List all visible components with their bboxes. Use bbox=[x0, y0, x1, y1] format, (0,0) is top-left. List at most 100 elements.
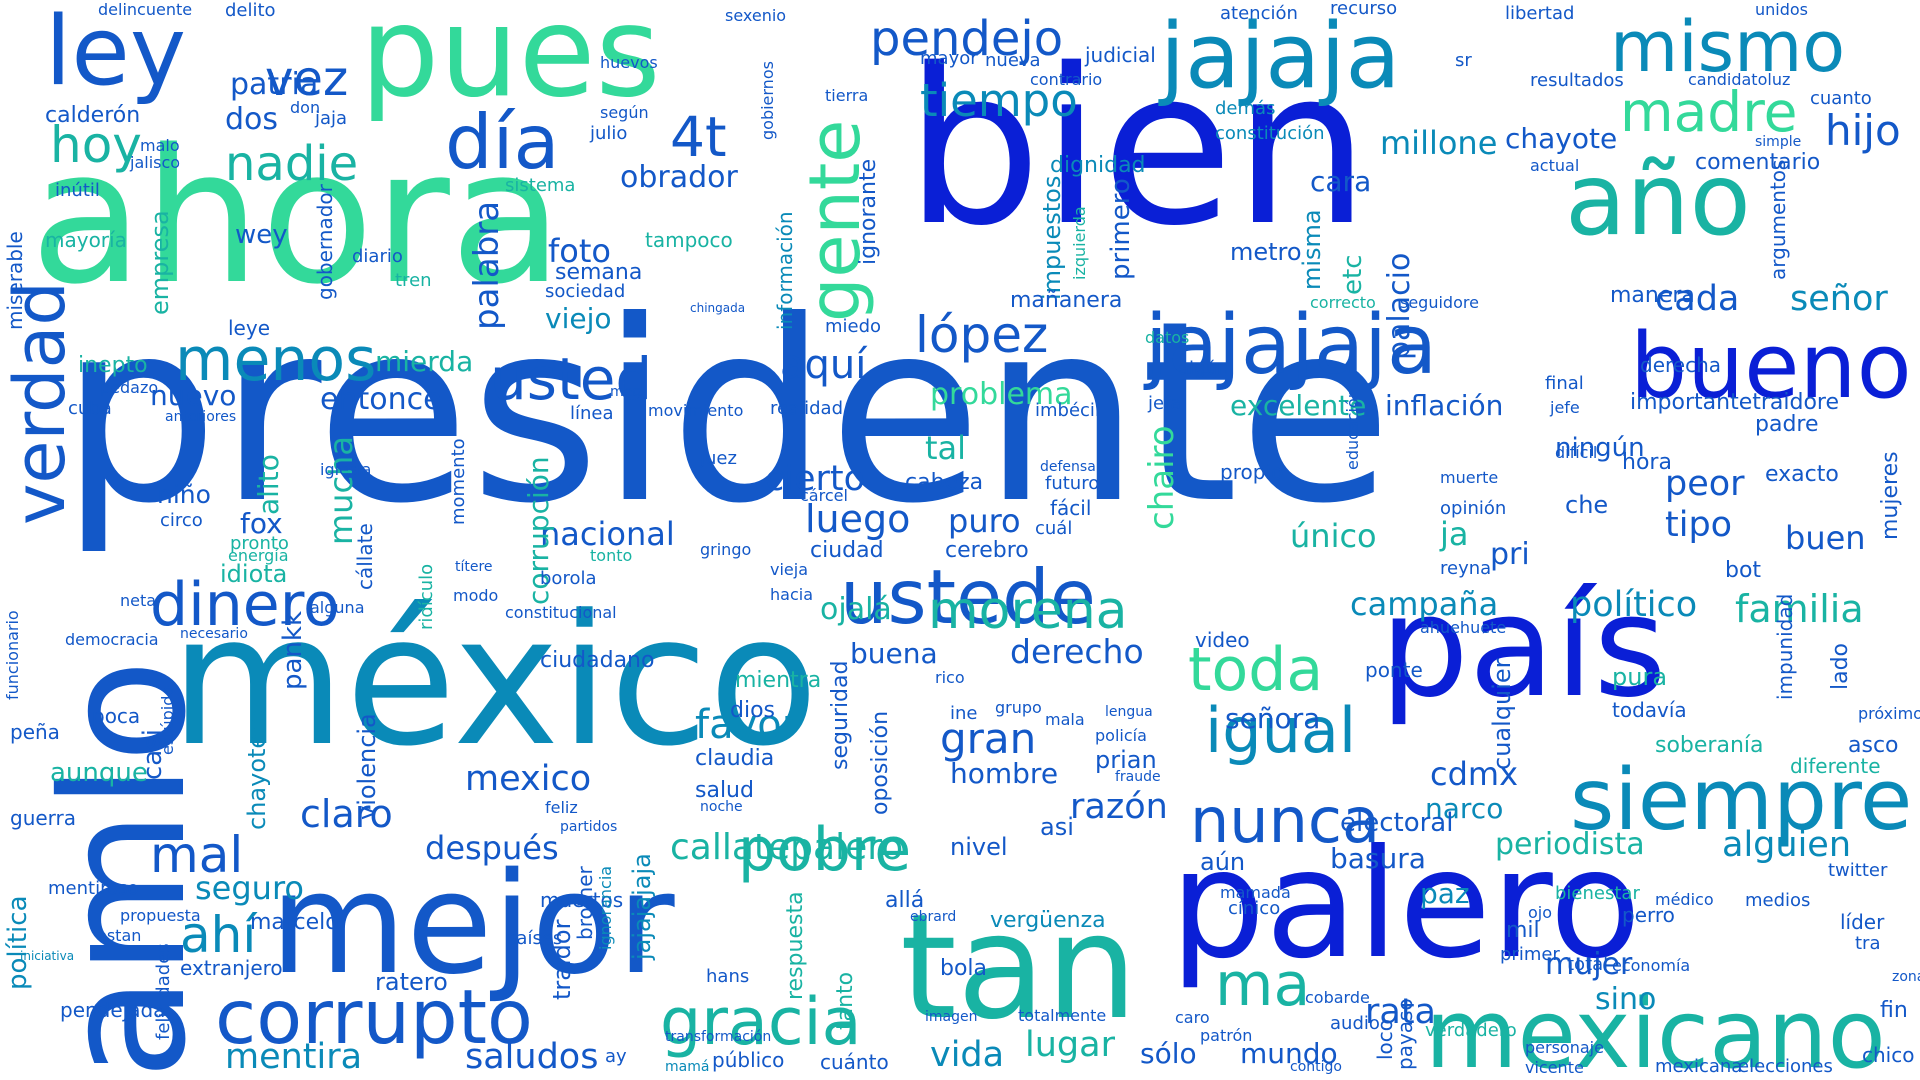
word-todavia: todavía bbox=[1612, 698, 1687, 722]
word-hombre: hombre bbox=[950, 757, 1059, 790]
word-claro: claro bbox=[300, 792, 393, 836]
word-viejo: viejo bbox=[545, 302, 612, 335]
word-rata: rata bbox=[1365, 992, 1437, 1032]
word-nuevo: nuevo bbox=[150, 379, 237, 412]
word-facil: fácil bbox=[1050, 496, 1092, 520]
word-mentira: mentira bbox=[225, 1037, 363, 1077]
word-sr: sr bbox=[1455, 50, 1472, 71]
word-toda: toda bbox=[1188, 635, 1324, 705]
word-constitucional: constitucional bbox=[505, 603, 617, 622]
word-paz: paz bbox=[1420, 877, 1470, 910]
word-marcelo: marcelo bbox=[250, 910, 339, 935]
word-gringo: gringo bbox=[700, 540, 752, 559]
word-audio: audio bbox=[1330, 1013, 1380, 1034]
word-realidad: realidad bbox=[770, 398, 843, 419]
word-medico: médico bbox=[1655, 890, 1714, 909]
word-corrupto: corrupto bbox=[215, 973, 533, 1061]
word-jalisco: jalisco bbox=[130, 153, 181, 172]
word-nadie: nadie bbox=[225, 136, 359, 192]
word-chingada: chingada bbox=[690, 301, 746, 315]
word-anteriores: anteriores bbox=[165, 409, 237, 425]
word-peor: peor bbox=[1665, 464, 1745, 504]
word-wey: wey bbox=[235, 220, 288, 250]
word-saludos: saludos bbox=[465, 1037, 599, 1077]
word-sistema: sistema bbox=[505, 175, 576, 196]
word-cada: cada bbox=[1655, 279, 1740, 319]
word-personaje: personaje bbox=[1525, 1038, 1604, 1057]
word-bola: bola bbox=[940, 956, 988, 981]
word-pura: pura bbox=[1612, 663, 1668, 691]
word-carcel: cárcel bbox=[800, 486, 848, 505]
word-nueva: nueva bbox=[985, 50, 1041, 71]
word-miserable: miserable bbox=[3, 231, 27, 330]
word-buen: buen bbox=[1785, 519, 1866, 557]
word-mil: mil bbox=[1506, 918, 1540, 943]
word-cdmx: cdmx bbox=[1430, 755, 1519, 793]
word-senora: señora bbox=[1225, 702, 1321, 735]
word-millone: millone bbox=[1380, 124, 1498, 162]
word-tierra: tierra bbox=[825, 86, 869, 105]
word-estan: estan bbox=[97, 926, 142, 945]
word-lugar: lugar bbox=[1025, 1025, 1115, 1065]
word-muerte: muerte bbox=[1440, 468, 1499, 487]
word-lengua: lengua bbox=[1105, 704, 1153, 720]
word-primer: primer bbox=[1500, 944, 1560, 965]
word-nacional: nacional bbox=[540, 515, 675, 553]
word-caro: caro bbox=[1175, 1008, 1210, 1027]
word-igual: igual bbox=[1205, 694, 1357, 767]
word-politica: política bbox=[3, 895, 33, 990]
word-siempre: siempre bbox=[1570, 751, 1913, 850]
word-diferente: diferente bbox=[1790, 754, 1881, 778]
word-argumentos: argumentos bbox=[1766, 159, 1790, 280]
word-misma: misma bbox=[1298, 209, 1326, 290]
word-lopez: lópez bbox=[915, 306, 1049, 364]
word-mundo: mundo bbox=[1240, 1037, 1338, 1070]
word-ningun: ningún bbox=[1555, 433, 1645, 463]
word-cual: cuál bbox=[1035, 518, 1073, 539]
word-chico: chico bbox=[1862, 1043, 1915, 1067]
word-cuanto2: cuanto bbox=[1810, 88, 1872, 109]
word-informacion: información bbox=[773, 211, 797, 330]
word-mec: mec bbox=[610, 384, 640, 400]
word-contrario: contrario bbox=[1030, 70, 1103, 89]
word-izquierda: izquierda bbox=[1070, 206, 1089, 280]
word-linea: línea bbox=[570, 403, 614, 424]
word-seguro: seguro bbox=[195, 869, 304, 907]
word-fin: fin bbox=[1880, 998, 1908, 1023]
word-actual: actual bbox=[1530, 156, 1580, 175]
word-neta: neta bbox=[120, 591, 157, 610]
word-chayotero: chayotero bbox=[243, 709, 271, 830]
word-payaso: payaso bbox=[1393, 998, 1417, 1070]
word-sexenio: sexenio bbox=[725, 6, 787, 25]
word-mal: mal bbox=[150, 826, 244, 884]
word-final: final bbox=[1545, 373, 1584, 394]
word-dios: dios bbox=[730, 698, 775, 723]
word-alla: allá bbox=[885, 888, 925, 913]
word-muertos: muertos bbox=[540, 888, 624, 912]
word-nivel: nivel bbox=[950, 833, 1008, 861]
word-ciudadano: ciudadano bbox=[540, 648, 655, 673]
word-nino: niño bbox=[157, 480, 211, 509]
word-mexicano: mexicano bbox=[1425, 980, 1886, 1080]
word-transformacion: transformación bbox=[665, 1029, 772, 1045]
word-manera: manera bbox=[1610, 283, 1695, 308]
word-comentario: comentario bbox=[1695, 150, 1821, 175]
word-campana: campaña bbox=[1350, 585, 1499, 623]
word-impunidad: impunidad bbox=[1773, 593, 1797, 700]
word-callate: cállate bbox=[353, 523, 377, 590]
word-segun: según bbox=[600, 103, 649, 122]
word-callatepalero: callatepalero bbox=[670, 827, 904, 868]
word-ley: ley bbox=[45, 0, 187, 107]
word-mientra: mientra bbox=[735, 668, 822, 693]
word-defensa: defensa bbox=[1040, 459, 1096, 475]
word-mananera: mañanera bbox=[1010, 288, 1123, 313]
word-pendejada: pendejada bbox=[60, 998, 166, 1022]
word-razon: razón bbox=[1070, 787, 1168, 827]
word-tiempo: tiempo bbox=[920, 74, 1078, 127]
word-mujer: mujer bbox=[1545, 947, 1633, 982]
word-delincuente: delincuente bbox=[98, 0, 193, 19]
word-opinion: opinión bbox=[1440, 498, 1507, 519]
word-tanto: tanto bbox=[833, 971, 858, 1030]
word-bienestar: bienestar bbox=[1555, 883, 1640, 904]
word-mexico: mexico bbox=[465, 759, 592, 799]
